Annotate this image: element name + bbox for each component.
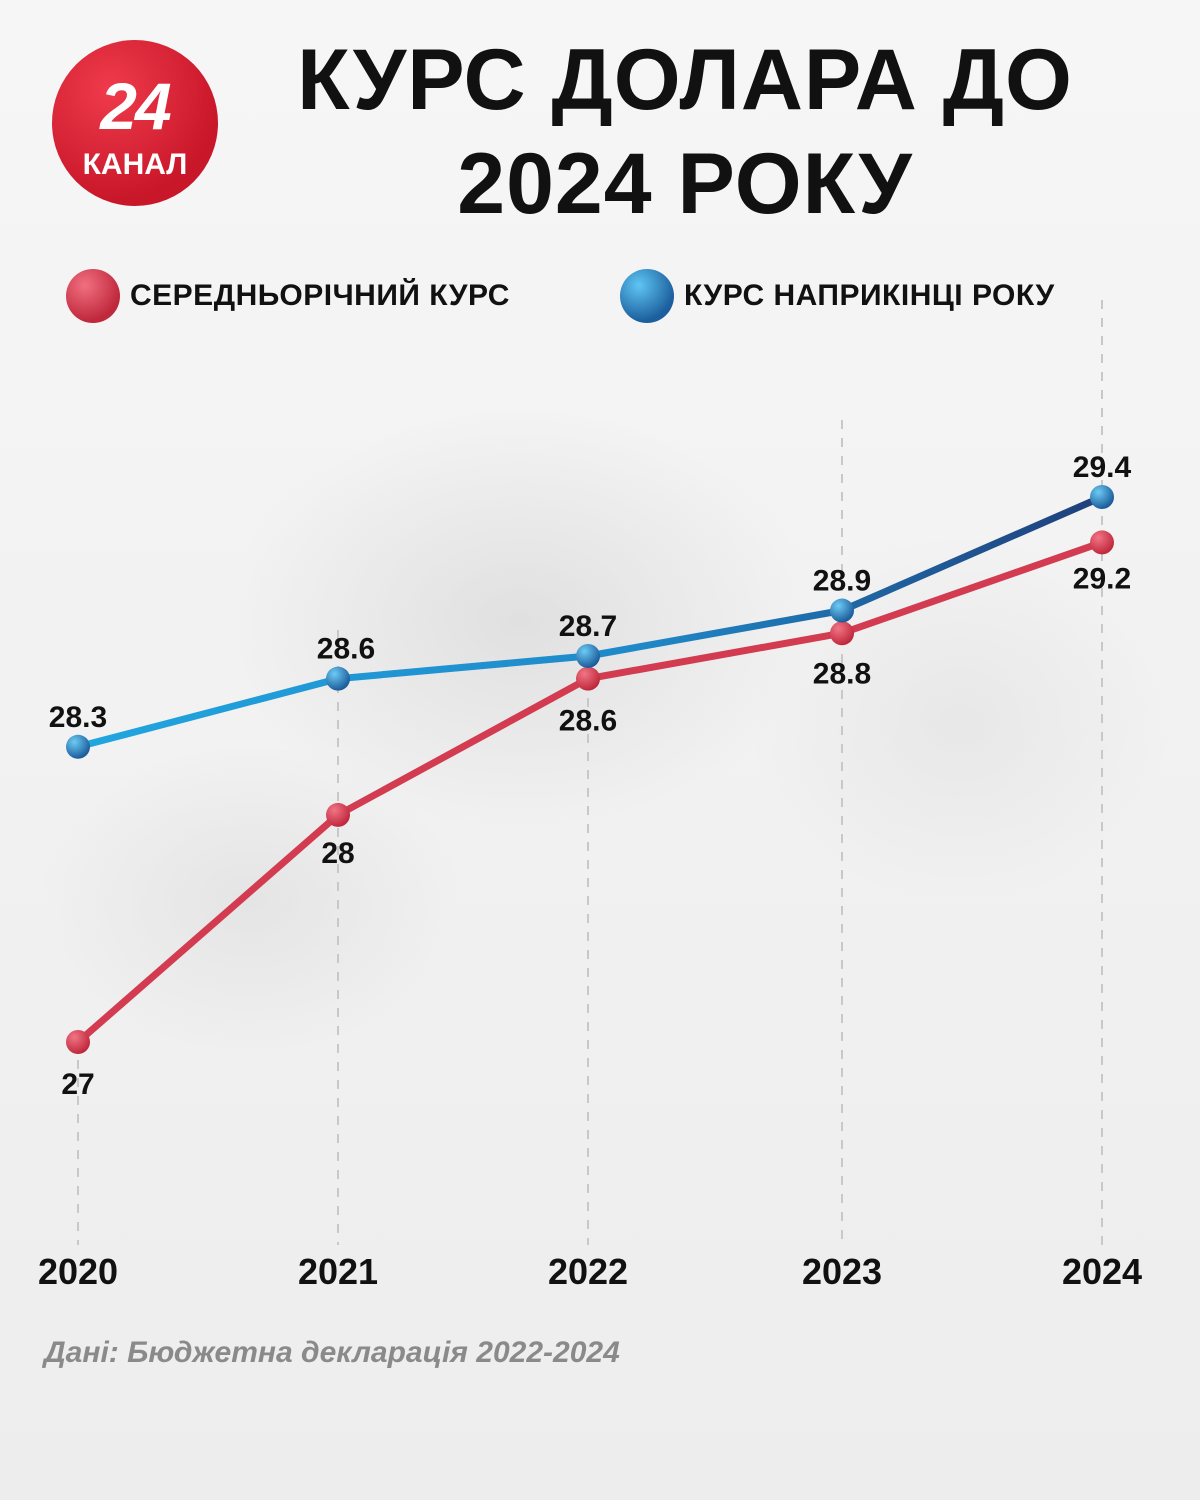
data-point-year-end-2020 — [66, 734, 90, 759]
data-point-average-2024 — [1090, 530, 1114, 555]
data-label-average-2024: 29.2 — [1073, 562, 1131, 595]
x-tick-label-2020: 2020 — [38, 1251, 118, 1292]
data-point-year-end-2021 — [326, 666, 350, 691]
data-label-average-2021: 28 — [321, 837, 354, 870]
channel-logo: 24 КАНАЛ — [52, 40, 218, 206]
data-point-average-2022 — [576, 666, 600, 691]
legend-label-year-end: КУРС НАПРИКІНЦІ РОКУ — [684, 279, 1055, 312]
legend-dot-average — [66, 269, 120, 323]
data-point-year-end-2024 — [1090, 485, 1114, 509]
data-point-average-2020 — [66, 1030, 90, 1054]
x-tick-label-2023: 2023 — [802, 1251, 882, 1292]
legend-item-average: СЕРЕДНЬОРІЧНИЙ КУРС — [66, 268, 510, 324]
data-label-year-end-2022: 28.7 — [559, 610, 617, 643]
data-label-average-2022: 28.6 — [559, 705, 617, 738]
data-label-average-2020: 27 — [61, 1068, 94, 1101]
legend-label-average: СЕРЕДНЬОРІЧНИЙ КУРС — [130, 279, 510, 312]
data-label-year-end-2024: 29.4 — [1073, 451, 1132, 484]
data-label-year-end-2020: 28.3 — [49, 701, 107, 734]
data-point-year-end-2022 — [576, 643, 600, 668]
data-source: Дані: Бюджетна декларація 2022-2024 — [44, 1336, 620, 1369]
legend-dot-year-end — [620, 269, 674, 323]
data-label-year-end-2021: 28.6 — [317, 633, 375, 666]
x-tick-label-2021: 2021 — [298, 1251, 378, 1292]
x-tick-label-2024: 2024 — [1062, 1251, 1142, 1292]
data-point-average-2021 — [326, 802, 350, 827]
data-point-average-2023 — [830, 621, 854, 646]
x-tick-label-2022: 2022 — [548, 1251, 628, 1292]
logo-label: КАНАЛ — [82, 148, 188, 181]
data-label-year-end-2023: 28.9 — [813, 565, 871, 598]
chart-title: КУРС ДОЛАРА ДО 2024 РОКУ — [297, 32, 1073, 232]
data-point-year-end-2023 — [830, 598, 854, 623]
legend-item-year-end: КУРС НАПРИКІНЦІ РОКУ — [620, 268, 1055, 324]
data-label-average-2023: 28.8 — [813, 657, 871, 690]
logo-number: 24 — [100, 69, 171, 143]
